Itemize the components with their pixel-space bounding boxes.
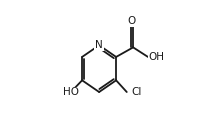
Text: OH: OH bbox=[148, 52, 165, 62]
Text: O: O bbox=[128, 16, 136, 26]
Text: N: N bbox=[95, 40, 103, 50]
Text: HO: HO bbox=[63, 87, 79, 97]
Text: Cl: Cl bbox=[131, 87, 141, 97]
